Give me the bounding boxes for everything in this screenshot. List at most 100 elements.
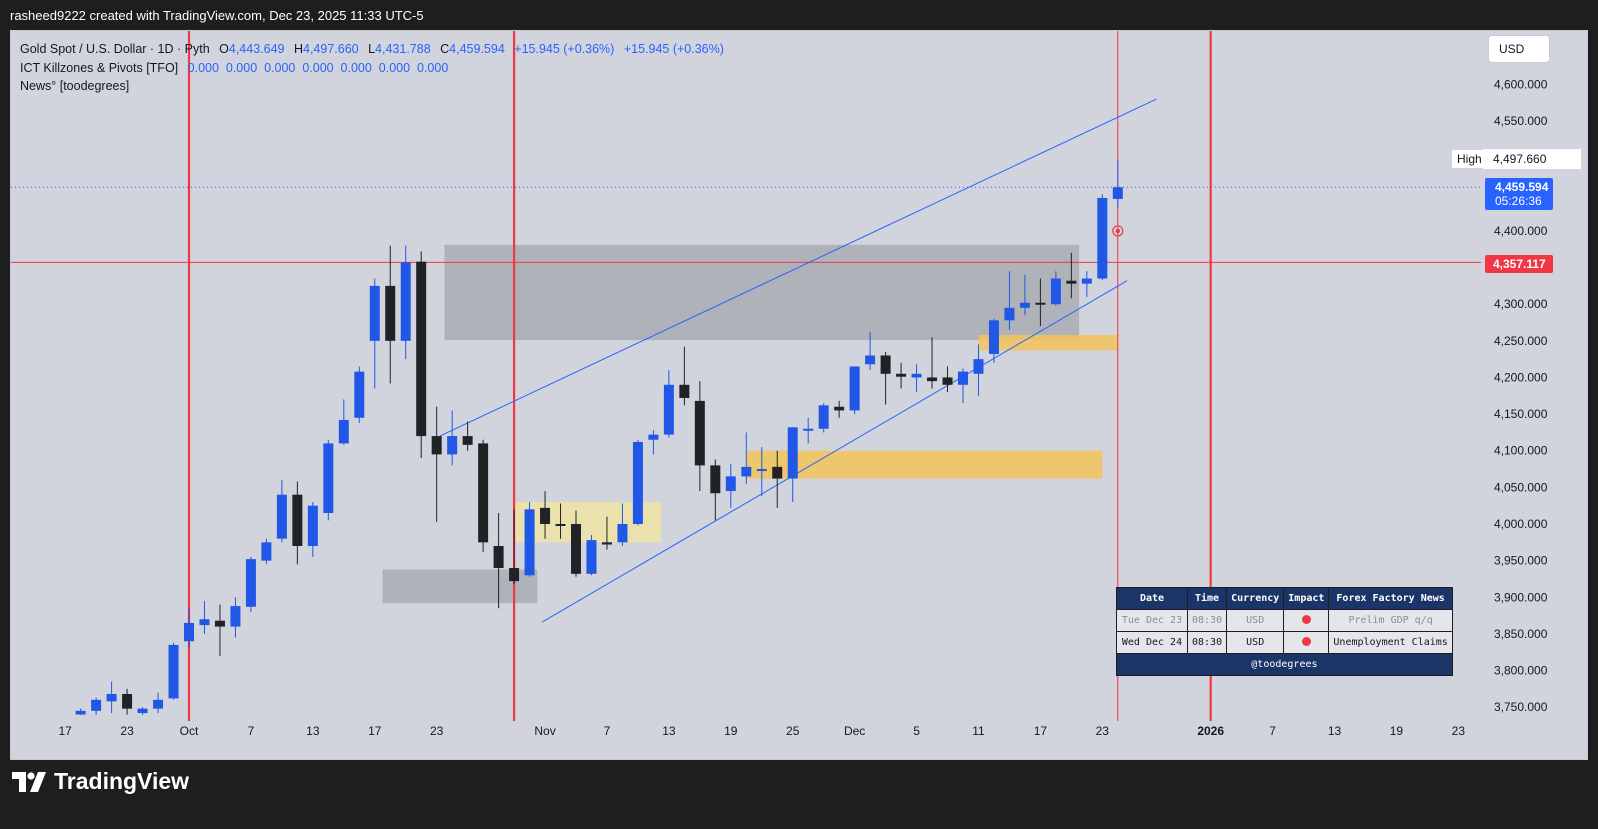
channel-line	[439, 98, 1157, 437]
candle-body	[168, 644, 179, 699]
candle-body	[354, 371, 365, 418]
y-axis-tick-label: 3,800.000	[1494, 664, 1548, 678]
candle-body	[632, 441, 643, 524]
candle-body	[462, 436, 473, 445]
candle-body	[958, 371, 968, 385]
ohlc-low: 4,431.788	[375, 42, 431, 56]
candle-body	[137, 708, 148, 714]
candle-body	[153, 699, 164, 709]
news-currency: USD	[1226, 631, 1285, 654]
x-axis-tick-label: 19	[1390, 724, 1404, 738]
currency-selector-button[interactable]: USD	[1488, 35, 1550, 63]
candle-body	[865, 355, 876, 365]
y-axis-tick-label: 3,750.000	[1494, 700, 1548, 714]
candle-body	[601, 542, 612, 545]
x-axis-tick-label: 17	[1034, 724, 1048, 738]
price-chart[interactable]: 3,750.000 3,800.000 3,850.000 3,900.000 3,95…	[11, 31, 1588, 760]
candle-body	[1066, 280, 1077, 284]
candle-body	[1019, 302, 1030, 308]
candle-body	[400, 262, 411, 341]
x-axis-tick-label: 23	[1096, 724, 1110, 738]
candle-body	[323, 443, 334, 514]
candle-body	[431, 436, 442, 455]
y-axis-tick-label: 4,050.000	[1494, 480, 1548, 494]
candle-body	[694, 400, 705, 466]
x-axis-tick-label: 7	[248, 724, 255, 738]
candle-body	[911, 373, 922, 378]
candle-body	[942, 377, 953, 385]
x-axis-tick-label: 23	[430, 724, 444, 738]
indicator-name[interactable]: ICT Killzones & Pivots [TFO]	[20, 60, 179, 75]
candle-body	[725, 476, 736, 492]
y-axis-tick-label: 4,600.000	[1494, 77, 1548, 91]
candle-body	[756, 469, 767, 472]
candle-body	[973, 359, 984, 374]
last-price: 4,459.594	[1495, 180, 1549, 194]
tradingview-logo[interactable]: TradingView	[12, 768, 189, 795]
last-price-tag: 4,459.594 05:26:36	[1485, 178, 1553, 210]
candle-body	[617, 524, 628, 543]
ohlc-close-label: C	[440, 42, 450, 56]
candle-body	[75, 710, 86, 715]
column-header: Currency	[1226, 587, 1285, 610]
news-date: Tue Dec 23	[1116, 609, 1188, 632]
candle-body	[509, 567, 520, 582]
yellow-zone	[978, 334, 1118, 351]
candle-body	[122, 693, 133, 709]
candle-body	[555, 524, 566, 526]
x-axis-tick-label: 19	[724, 724, 738, 738]
candle-body	[927, 377, 938, 382]
y-axis-tick-label: 4,550.000	[1494, 114, 1548, 128]
high-price-tag: 4,497.660	[1483, 149, 1581, 169]
price-change: +15.945 (+0.36%)	[514, 42, 615, 56]
candle-body	[416, 261, 427, 437]
y-axis-tick-label: 3,850.000	[1494, 627, 1548, 641]
candle-body	[199, 619, 210, 626]
indicator-legend-news[interactable]: News° [toodegrees]	[20, 77, 724, 96]
x-axis-tick-label: 23	[120, 724, 134, 738]
x-axis-tick-label: 2026	[1197, 724, 1224, 738]
x-axis-tick-label: Dec	[844, 724, 865, 738]
news-table-footer: @toodegrees	[1116, 653, 1453, 676]
candle-body	[834, 406, 845, 411]
candle-body	[896, 373, 907, 377]
ohlc-close: 4,459.594	[449, 42, 505, 56]
symbol-name[interactable]: Gold Spot / U.S. Dollar · 1D · Pyth	[20, 42, 210, 56]
x-axis-tick-label: 13	[662, 724, 676, 738]
high-impact-icon	[1301, 614, 1311, 624]
news-time: 08:30	[1186, 631, 1228, 654]
symbol-legend-row[interactable]: Gold Spot / U.S. Dollar · 1D · Pyth O4,4…	[20, 40, 724, 59]
candle-body	[849, 366, 860, 411]
news-impact	[1283, 631, 1330, 654]
indicator-legend-killzones[interactable]: ICT Killzones & Pivots [TFO] 0.000 0.000…	[20, 59, 724, 78]
x-axis-tick-label: 13	[1328, 724, 1342, 738]
candle-body	[369, 285, 380, 341]
news-event-marker-icon	[1112, 225, 1124, 237]
column-header: Impact	[1283, 587, 1330, 610]
news-currency: USD	[1226, 609, 1285, 632]
x-axis-tick-label: 25	[786, 724, 800, 738]
news-time: 08:30	[1186, 609, 1228, 632]
ohlc-open-label: O	[219, 42, 229, 56]
x-axis-tick-label: 11	[972, 724, 985, 738]
news-event-marker-dot	[1115, 228, 1121, 234]
news-title: Unemployment Claims	[1328, 631, 1453, 654]
chart-attribution: rasheed9222 created with TradingView.com…	[10, 8, 424, 23]
indicator-name[interactable]: News° [toodegrees]	[20, 79, 130, 93]
candle-body	[679, 384, 690, 398]
news-footer-credit: @toodegrees	[1116, 653, 1453, 676]
candle-body	[1050, 278, 1061, 305]
x-axis-tick-label: 7	[1269, 724, 1276, 738]
candle-body	[1081, 278, 1092, 284]
tradingview-logo-icon	[12, 771, 46, 792]
x-axis-tick-label: 7	[604, 724, 611, 738]
candle-body	[1097, 197, 1108, 279]
indicator-values: 0.000 0.000 0.000 0.000 0.000 0.000 0.00…	[187, 60, 449, 75]
candle-body	[91, 699, 102, 711]
candle-body	[478, 443, 489, 543]
chart-frame[interactable]: 3,750.000 3,800.000 3,850.000 3,900.000 3,95…	[10, 30, 1588, 760]
candle-body	[214, 620, 225, 627]
ohlc-open: 4,443.649	[228, 42, 285, 56]
candle-body	[571, 524, 581, 574]
candle-body	[741, 466, 752, 477]
